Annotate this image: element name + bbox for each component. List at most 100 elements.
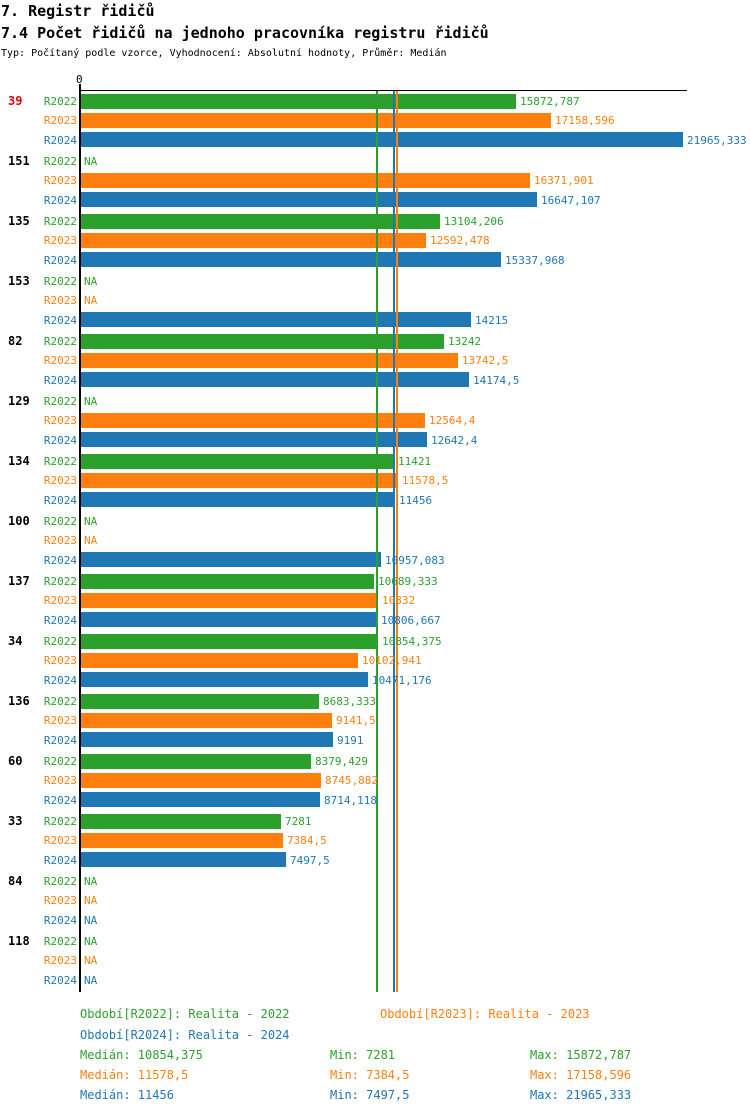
chart-meta: Typ: Počítaný podle vzorce, Vyhodnocení:… [1,48,447,59]
category-label: 151 [8,153,30,168]
series-row-label: R2022 [43,395,77,408]
bar-r2022 [81,633,378,649]
stat-median-r2024: Medián: 11456 [80,1088,174,1102]
bar-r2023 [81,772,321,788]
na-label: NA [84,913,98,927]
bar-value-label: 13742,5 [462,354,509,368]
bar-value-label: 10957,083 [385,553,445,567]
series-row-label: R2023 [43,414,77,428]
category-label: 33 [8,813,23,828]
series-row-label: R2024 [43,253,77,267]
stat-max-r2022: Max: 15872,787 [530,1048,632,1062]
series-row-label: R2024 [43,433,77,447]
bar-value-label: 10806,667 [381,613,441,627]
stat-max-r2023: Max: 17158,596 [530,1068,632,1082]
series-row-label: R2024 [43,673,77,687]
na-label: NA [84,875,98,888]
bar-value-label: 11456 [399,493,433,507]
series-row-label: R2024 [43,733,77,747]
series-row-label: R2023 [43,294,77,308]
stat-median-r2023: Medián: 11578,5 [80,1068,189,1082]
bar-value-label: 21965,333 [687,133,747,147]
bar-value-label: 7497,5 [290,853,330,867]
na-label: NA [84,894,98,908]
series-row-label: R2023 [43,534,77,548]
category-label: 84 [8,873,23,888]
series-row-label: R2023 [43,354,77,368]
series-row-label: R2022 [43,335,77,348]
bar-value-label: 8745,882 [325,774,378,788]
bar-value-label: 10471,176 [372,673,432,687]
bar-r2022 [81,93,516,109]
bar-r2022 [81,693,319,709]
series-row-label: R2022 [43,275,77,288]
series-row-label: R2022 [43,575,77,588]
stat-median-r2022: Medián: 10854,375 [80,1048,203,1062]
series-row-label: R2024 [43,853,77,867]
bar-r2023 [81,472,398,488]
series-row-label: R2022 [43,695,77,708]
series-row-label: R2024 [43,313,77,327]
series-row-label: R2024 [43,973,77,987]
bar-value-label: 10102,941 [362,654,422,668]
page-title: 7. Registr řidičů [1,2,155,20]
bar-r2022 [81,333,444,349]
na-label: NA [84,515,98,528]
na-label: NA [84,294,98,308]
series-row-label: R2024 [43,553,77,567]
series-row-label: R2022 [43,155,77,168]
bar-value-label: 10854,375 [382,635,442,648]
bar-r2024 [81,852,286,868]
na-label: NA [84,534,98,548]
bar-r2022 [81,573,374,589]
category-label: 129 [8,393,30,408]
bar-value-label: 8714,118 [324,793,377,807]
bar-value-label: 7281 [285,815,312,828]
series-row-label: R2022 [43,455,77,468]
bar-r2023 [81,592,378,608]
series-row-label: R2022 [43,755,77,768]
bar-value-label: 11421 [398,455,432,468]
bar-value-label: 9141,5 [336,714,376,728]
bar-value-label: 13242 [448,335,482,348]
series-row-label: R2023 [43,654,77,668]
series-row-label: R2022 [43,875,77,888]
bar-r2023 [81,352,458,368]
median-line-r2023 [396,91,398,992]
series-row-label: R2022 [43,635,77,648]
y-axis-line [79,84,81,992]
na-label: NA [84,275,98,288]
na-label: NA [84,973,98,987]
bar-r2024 [81,612,377,628]
bar-r2024 [81,312,471,328]
series-row-label: R2023 [43,954,77,968]
category-label: 136 [8,693,30,708]
median-line-r2022 [376,91,378,992]
series-row-label: R2023 [43,894,77,908]
bar-r2024 [81,432,427,448]
bar-r2024 [81,372,469,388]
bar-value-label: 12564,4 [429,414,476,428]
series-row-label: R2023 [43,594,77,608]
series-row-label: R2024 [43,133,77,147]
bar-r2023 [81,832,283,848]
bar-value-label: 10832 [382,594,416,608]
bar-r2023 [81,172,530,188]
na-label: NA [84,935,98,948]
bar-value-label: 7384,5 [287,834,327,848]
category-label: 135 [8,213,30,228]
series-row-label: R2024 [43,913,77,927]
bar-value-label: 15872,787 [520,95,580,108]
category-label: 39 [8,93,23,108]
series-row-label: R2024 [43,793,77,807]
category-label: 34 [8,633,23,648]
bar-r2023 [81,412,425,428]
category-label: 134 [8,453,30,468]
series-row-label: R2022 [43,95,77,108]
series-row-label: R2024 [43,493,77,507]
series-row-label: R2022 [43,815,77,828]
na-label: NA [84,954,98,968]
bar-r2023 [81,112,551,128]
bar-r2023 [81,652,358,668]
bar-r2024 [81,132,683,148]
